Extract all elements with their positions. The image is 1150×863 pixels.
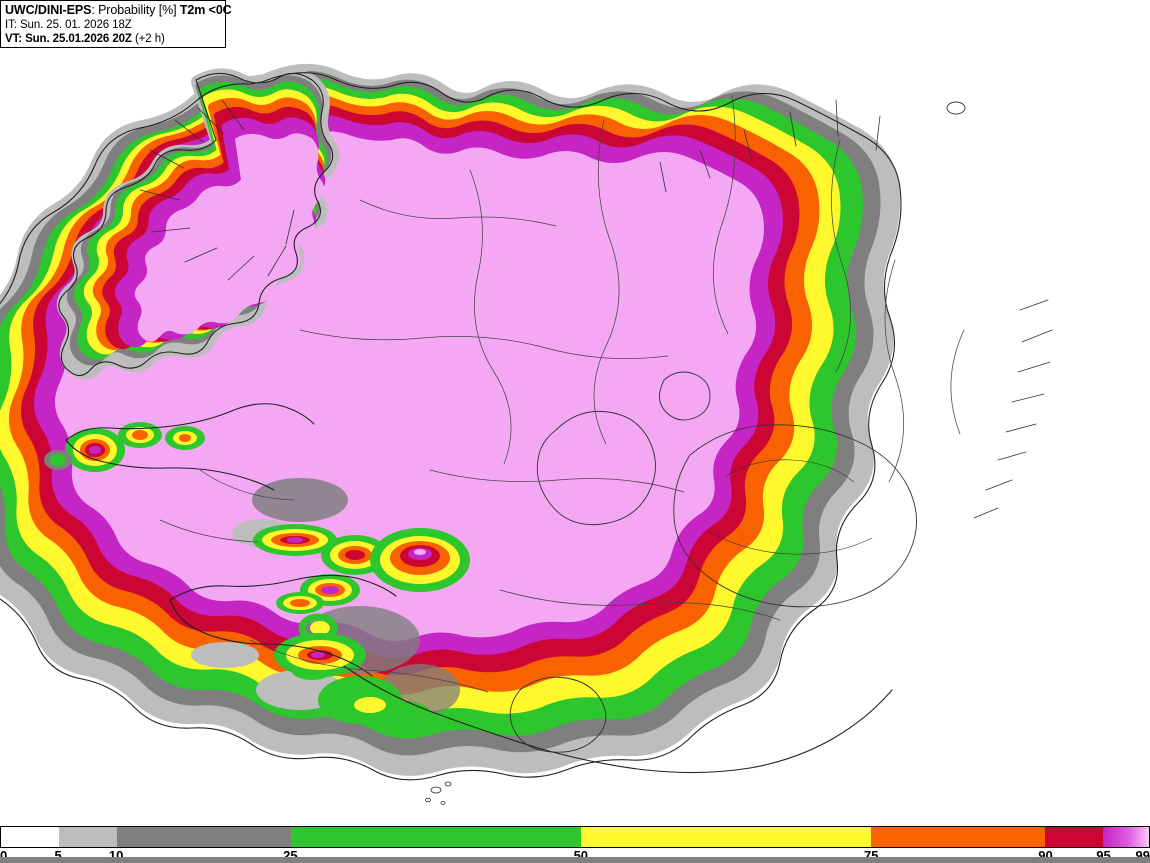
coastline-reykjanes <box>169 574 397 677</box>
init-time: Sun. 25. 01. 2026 18Z <box>19 18 132 31</box>
sw-gray-patch-1 <box>252 478 348 522</box>
sw-cell-c <box>300 574 360 606</box>
northwest-fjords-group <box>56 68 340 380</box>
forecast-info-box: UWC/DINI-EPS: Probability [%] T2m <0C IT… <box>0 0 232 48</box>
glacier-hofsjokull-outline <box>659 371 711 421</box>
map-canvas: UWC/DINI-EPS: Probability [%] T2m <0C IT… <box>0 0 1053 805</box>
sw-cell-e <box>274 633 366 677</box>
probability-colorbar: 0 5 10 25 50 75 90 95 99 <box>0 822 1150 863</box>
coastline-outlines <box>0 72 1053 805</box>
init-label: IT: <box>5 18 17 31</box>
fjord-lines-nw <box>139 99 295 281</box>
colorbar-segment-50-75 <box>580 827 871 847</box>
valid-label: VT: <box>5 33 22 46</box>
colorbar-segment-25-50 <box>290 827 581 847</box>
glacier-vatnajokull-outline <box>673 424 917 608</box>
glacier-langjokull-outline <box>536 410 656 526</box>
colorbar-segment-5-10 <box>58 827 117 847</box>
sw-cell-f <box>370 528 470 592</box>
info-line-model: UWC/DINI-EPS: Probability [%] T2m <0C <box>5 3 232 18</box>
model-separator: : <box>91 3 99 17</box>
coastline-main <box>0 72 902 781</box>
sw-cell-a <box>253 524 337 556</box>
coastline-south <box>343 665 893 774</box>
sw-contour-cells <box>253 524 470 677</box>
islands-vestmannaeyjar <box>425 781 452 805</box>
glacier-myrdalsjokull-outline <box>509 676 607 753</box>
colorbar-segment-90-95 <box>1044 827 1103 847</box>
sw-cell-d <box>276 592 324 614</box>
colorbar-bar <box>0 826 1150 848</box>
island-grimsey <box>946 101 966 115</box>
admin-boundaries <box>159 95 965 693</box>
info-line-init: IT: Sun. 25. 01. 2026 18Z <box>5 19 221 33</box>
colorbar-tick-5: 5 <box>54 848 62 863</box>
island-contour-4 <box>44 450 72 470</box>
bottom-border-strip <box>0 857 1150 863</box>
info-line-valid: VT: Sun. 25.01.2026 20Z (+2 h) <box>5 33 221 47</box>
island-contour-3 <box>165 426 205 450</box>
probability-contour-map <box>0 63 1053 805</box>
glacier-vatnajokull-inner <box>705 459 873 555</box>
colorbar-segment-95-99 <box>1102 827 1150 847</box>
colorbar-tick-0: 0 <box>0 848 8 863</box>
variable-label: T2m <0C <box>179 3 232 17</box>
fjord-lines-east <box>973 299 1053 519</box>
island-contour-1 <box>65 428 125 472</box>
valid-time: Sun. 25.01.2026 20Z <box>25 33 132 46</box>
nwf-interior-pink <box>134 133 325 342</box>
sw-yellow-patch-1 <box>354 697 386 713</box>
bay-lines-north <box>659 99 881 193</box>
coastline-snaefellsnes <box>65 403 315 491</box>
sw-yellow-patch-2 <box>310 621 330 635</box>
lead-time: (+2 h) <box>134 33 165 46</box>
model-name: UWC/DINI-EPS <box>5 3 92 17</box>
colorbar-segment-10-25 <box>116 827 291 847</box>
parameter-label: Probability [%] <box>98 3 177 17</box>
sw-gray-patch-5 <box>191 642 259 668</box>
coastline-northwest-fjords <box>58 72 334 377</box>
southwest-patches-group <box>191 478 460 729</box>
sw-green-patch-3 <box>379 701 431 729</box>
probability-band-group <box>0 63 900 776</box>
island-contour-2 <box>118 422 162 448</box>
colorbar-segment-0-5 <box>1 827 59 847</box>
colorbar-segment-75-90 <box>870 827 1045 847</box>
